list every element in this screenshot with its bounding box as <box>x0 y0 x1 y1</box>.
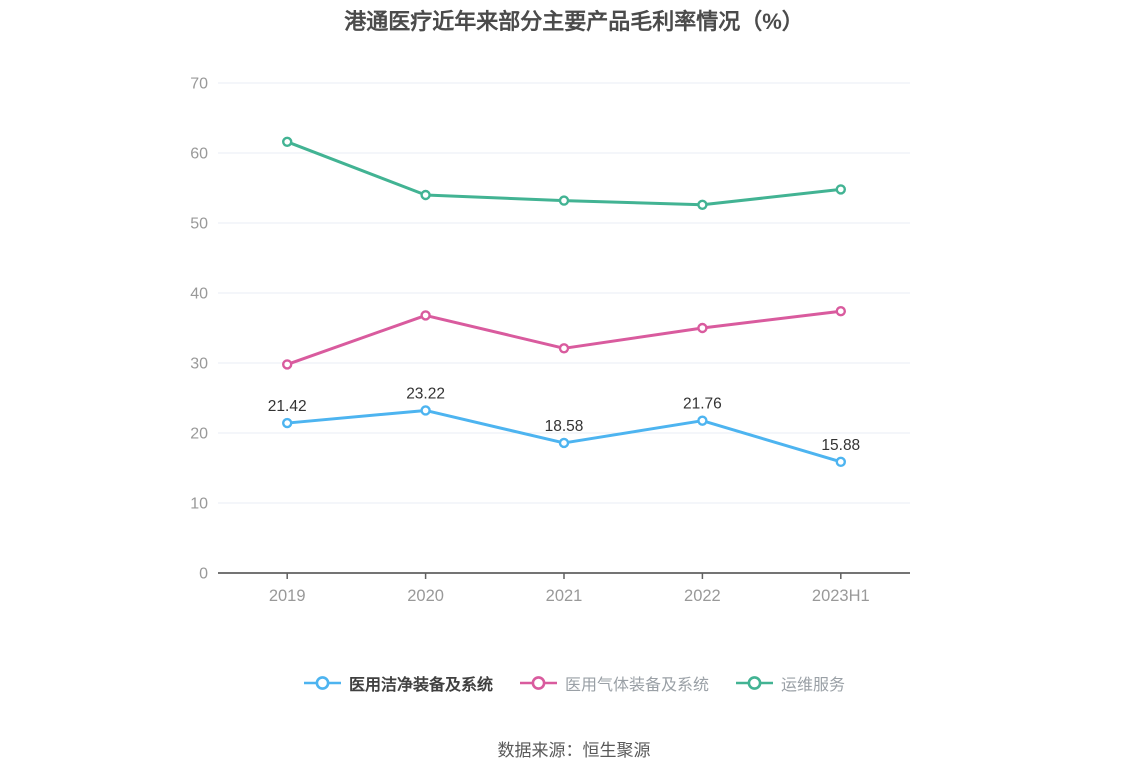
data-point-label: 23.22 <box>406 385 445 402</box>
data-point-marker <box>420 189 431 201</box>
x-tick-label: 2022 <box>684 587 721 605</box>
data-point-label: 18.58 <box>545 418 584 435</box>
data-point-marker <box>282 359 293 370</box>
data-point-marker <box>697 199 708 211</box>
y-tick-label: 50 <box>190 216 208 233</box>
legend-marker-icon <box>519 676 557 690</box>
data-point-marker <box>835 456 846 468</box>
data-point-marker <box>835 184 846 195</box>
series-line-1 <box>285 309 843 366</box>
data-point-marker <box>282 417 293 429</box>
x-tick-label: 2020 <box>407 587 444 605</box>
line-chart: 0 10 20 30 40 50 60 70 2019 2020 2021 2022 2023H1 21.… <box>190 76 910 605</box>
y-tick-label: 0 <box>199 566 208 583</box>
legend-marker-icon <box>736 676 773 690</box>
x-tick-label: 2021 <box>546 587 583 605</box>
data-point-marker <box>558 437 570 449</box>
chart-legend: 医用洁净装备及系统 医用气体装备及系统 运维服务 <box>0 671 1148 695</box>
series-line-2 <box>285 140 843 207</box>
x-tick-label: 2019 <box>269 587 306 605</box>
x-tick-label: 2023H1 <box>812 587 870 605</box>
y-tick-label: 40 <box>190 286 208 303</box>
chart-title: 港通医疗近年来部分主要产品毛利率情况（%） <box>344 9 804 34</box>
y-tick-label: 30 <box>190 356 208 373</box>
data-point-marker <box>835 306 846 317</box>
data-source-note: 数据来源：恒生聚源 <box>497 741 651 760</box>
y-tick-label: 10 <box>190 496 208 513</box>
legend-item-2[interactable]: 运维服务 <box>735 671 845 695</box>
y-tick-label: 20 <box>190 426 208 443</box>
legend-label: 医用气体装备及系统 <box>564 677 709 694</box>
legend-label: 运维服务 <box>781 677 846 694</box>
data-point-label: 21.42 <box>268 398 307 415</box>
data-point-marker <box>420 405 431 416</box>
legend-item-0[interactable]: 医用洁净装备及系统 <box>303 671 493 695</box>
legend-item-1[interactable]: 医用气体装备及系统 <box>519 671 709 695</box>
legend-label: 医用洁净装备及系统 <box>348 677 493 694</box>
chart-canvas: 0 10 20 30 40 50 60 70 2019 2020 2021 2022 2023H1 21.… <box>190 76 910 605</box>
data-point-label: 15.88 <box>821 437 860 454</box>
data-point-label: 21.76 <box>683 396 722 413</box>
data-point-marker <box>558 195 570 206</box>
data-point-marker <box>282 136 293 148</box>
data-point-marker <box>697 322 708 334</box>
y-tick-label: 60 <box>190 146 208 163</box>
data-point-marker <box>558 343 570 354</box>
legend-marker-icon <box>303 676 341 690</box>
data-point-marker <box>420 310 431 321</box>
data-point-marker <box>697 415 708 426</box>
y-tick-label: 70 <box>190 76 208 93</box>
